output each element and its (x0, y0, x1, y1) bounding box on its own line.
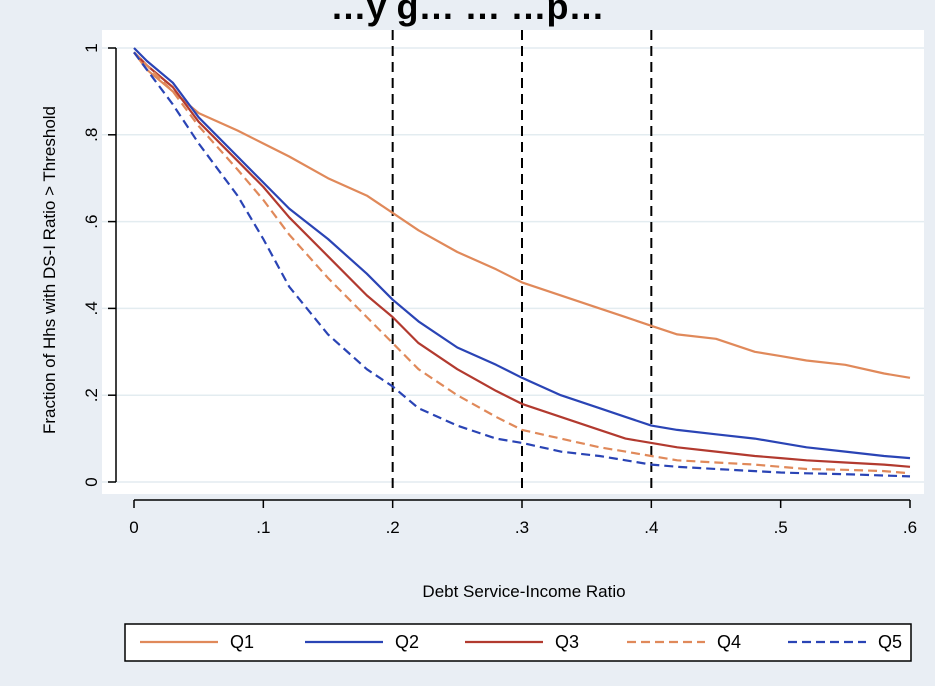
series-line-q1 (133, 51, 911, 379)
legend: Q1 Q2 Q3 Q4 Q5 (124, 623, 912, 662)
legend-label-q3: Q3 (555, 632, 579, 652)
series-line-q5 (133, 51, 911, 478)
x-tick-label: .5 (774, 518, 788, 537)
y-axis-title: Fraction of Hhs with DS-I Ratio > Thresh… (40, 106, 59, 434)
legend-label-q5: Q5 (878, 632, 902, 652)
reference-lines (391, 30, 653, 494)
series-line-q4 (133, 51, 911, 475)
y-tick-label: .6 (82, 215, 101, 229)
y-tick-label: .8 (82, 128, 101, 142)
y-tick-label: .4 (82, 301, 101, 315)
x-tick-label: .4 (644, 518, 658, 537)
legend-label-q4: Q4 (717, 632, 741, 652)
x-tick-label: 0 (129, 518, 138, 537)
legend-label-q1: Q1 (230, 632, 254, 652)
legend-label-q2: Q2 (395, 632, 419, 652)
x-tick-label: .1 (256, 518, 270, 537)
chart-title: …y g… … …p… (330, 0, 605, 27)
axes: 0 .2 .4 .6 .8 1 0 .1 .2 .3 .4 .5 .6 (82, 43, 917, 537)
series-lines (133, 47, 911, 478)
x-axis-title: Debt Service-Income Ratio (422, 582, 625, 601)
x-tick-label: .3 (515, 518, 529, 537)
y-tick-label: 0 (82, 477, 101, 486)
series-line-q3 (133, 51, 911, 468)
grid-lines (102, 47, 924, 483)
series-line-q2 (133, 47, 911, 460)
y-tick-label: 1 (82, 43, 101, 52)
plot-area (102, 30, 924, 494)
x-tick-label: .6 (903, 518, 917, 537)
x-tick-label: .2 (386, 518, 400, 537)
y-tick-label: .2 (82, 388, 101, 402)
